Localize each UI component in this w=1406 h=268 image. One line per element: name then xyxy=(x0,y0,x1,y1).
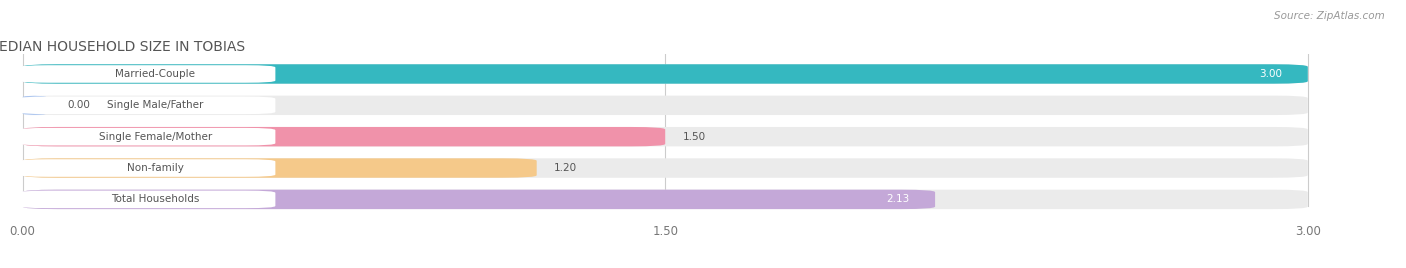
FancyBboxPatch shape xyxy=(22,158,537,178)
FancyBboxPatch shape xyxy=(22,127,665,146)
FancyBboxPatch shape xyxy=(22,158,1308,178)
Text: Non-family: Non-family xyxy=(127,163,184,173)
FancyBboxPatch shape xyxy=(18,65,276,83)
FancyBboxPatch shape xyxy=(18,191,276,208)
Text: 3.00: 3.00 xyxy=(1260,69,1282,79)
Text: 2.13: 2.13 xyxy=(886,194,910,204)
Text: Married-Couple: Married-Couple xyxy=(115,69,195,79)
FancyBboxPatch shape xyxy=(18,159,276,177)
FancyBboxPatch shape xyxy=(22,127,1308,146)
FancyBboxPatch shape xyxy=(22,96,1308,115)
Text: 1.20: 1.20 xyxy=(554,163,576,173)
FancyBboxPatch shape xyxy=(22,96,46,115)
Text: Single Female/Mother: Single Female/Mother xyxy=(98,132,212,142)
FancyBboxPatch shape xyxy=(22,190,1308,209)
FancyBboxPatch shape xyxy=(18,128,276,146)
FancyBboxPatch shape xyxy=(22,64,1308,84)
FancyBboxPatch shape xyxy=(22,64,1308,84)
FancyBboxPatch shape xyxy=(22,190,935,209)
Text: Source: ZipAtlas.com: Source: ZipAtlas.com xyxy=(1274,11,1385,21)
FancyBboxPatch shape xyxy=(18,96,276,114)
Text: Total Households: Total Households xyxy=(111,194,200,204)
Text: Single Male/Father: Single Male/Father xyxy=(107,100,204,110)
Text: MEDIAN HOUSEHOLD SIZE IN TOBIAS: MEDIAN HOUSEHOLD SIZE IN TOBIAS xyxy=(0,40,245,54)
Text: 0.00: 0.00 xyxy=(67,100,90,110)
Text: 1.50: 1.50 xyxy=(682,132,706,142)
